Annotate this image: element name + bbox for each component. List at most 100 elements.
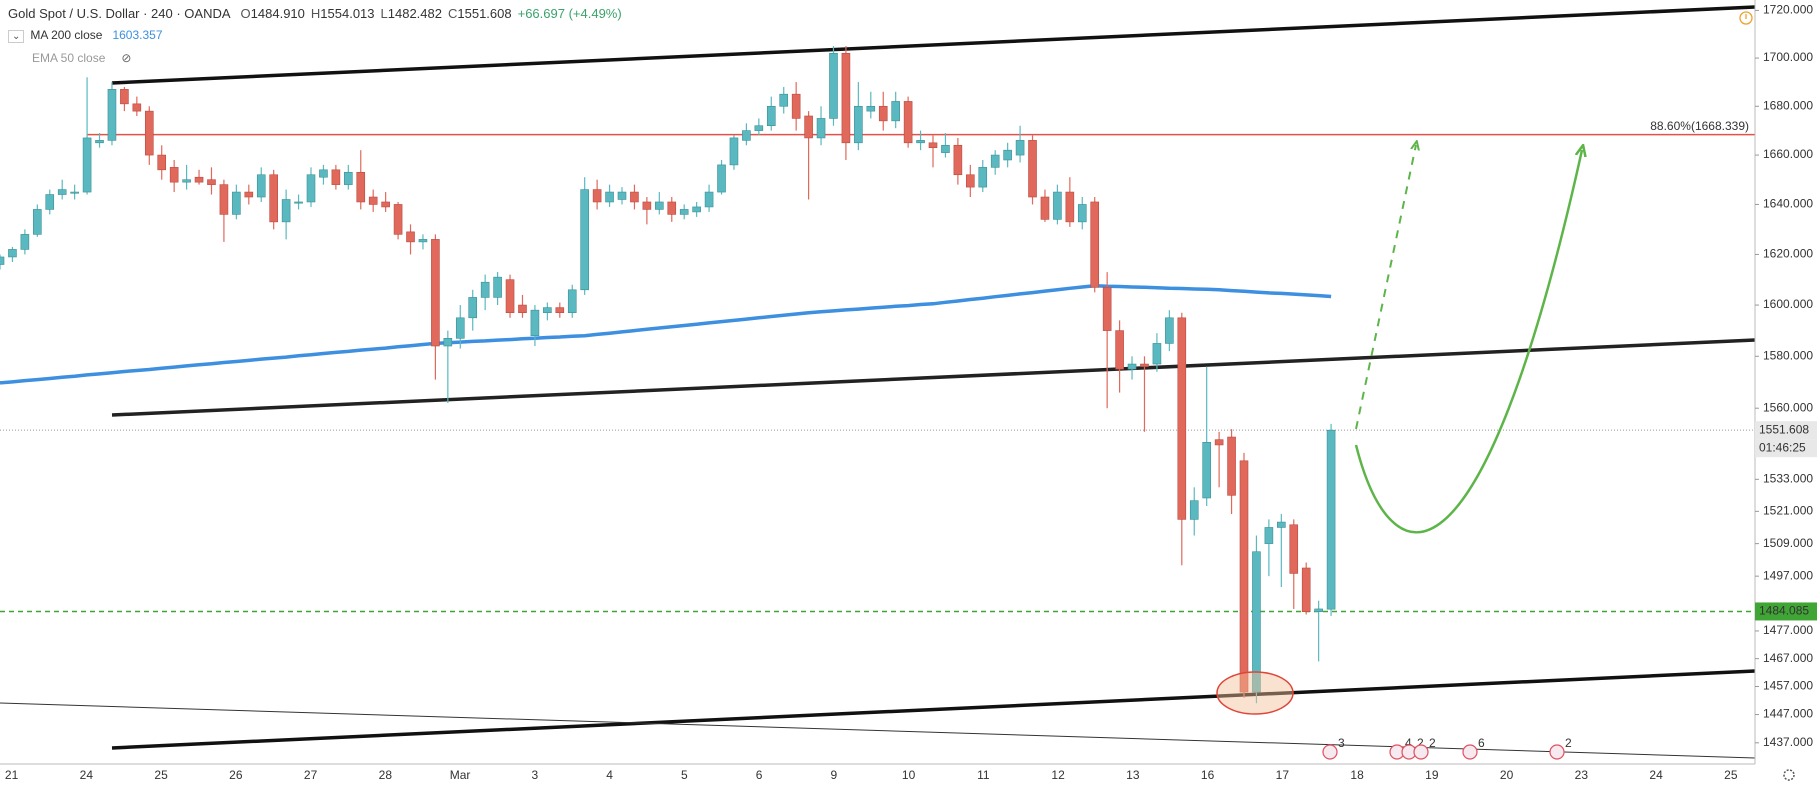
y-tick-label: 1447.000	[1763, 707, 1813, 721]
event-marker[interactable]	[1549, 744, 1565, 760]
y-tick-label: 1533.000	[1763, 472, 1813, 486]
candle-body	[256, 174, 266, 198]
candle-body	[95, 140, 104, 144]
candle-body	[592, 189, 602, 203]
settings-icon[interactable]	[1783, 769, 1795, 781]
candle-body	[244, 191, 254, 198]
candle-body	[966, 174, 975, 188]
candle-body	[406, 231, 415, 243]
candle-body	[232, 191, 241, 215]
indicator-name: MA 200 close	[30, 28, 103, 42]
candle-body	[1115, 330, 1124, 370]
candle-body	[742, 130, 751, 141]
candle-body	[344, 171, 353, 185]
x-tick-label: 18	[1350, 768, 1364, 782]
x-tick-label: 27	[304, 768, 318, 782]
candle-body	[33, 209, 42, 235]
candle-body	[866, 105, 876, 112]
candle-body	[443, 337, 453, 347]
trend-line	[111, 5, 1755, 85]
x-tick-label: 16	[1201, 768, 1215, 782]
candle-body	[642, 201, 652, 210]
candle-body	[1165, 317, 1174, 344]
candle-body	[841, 52, 851, 144]
x-tick-label: 20	[1500, 768, 1514, 782]
candle-body	[804, 115, 813, 139]
candle-body	[219, 184, 229, 215]
candle-body	[878, 105, 888, 122]
countdown-label: 01:46:25	[1759, 440, 1806, 454]
y-tick-label: 1660.000	[1763, 147, 1813, 161]
candle-body	[1065, 191, 1075, 223]
candle-body	[717, 164, 726, 193]
candle-body	[207, 179, 216, 185]
x-tick-label: 5	[681, 768, 688, 782]
candle-body	[1102, 286, 1112, 331]
candle-body	[1252, 551, 1261, 693]
y-tick-label: 1640.000	[1763, 197, 1813, 211]
candle-body	[953, 144, 963, 176]
plot-area: 88.60%(1668.339)	[0, 5, 1755, 759]
event-marker[interactable]	[1322, 744, 1338, 760]
candle-body	[269, 174, 278, 223]
candle-body	[655, 201, 664, 210]
candle-body	[368, 196, 378, 205]
x-tick-label: 19	[1425, 768, 1439, 782]
ohlc-value: 1554.013	[320, 6, 375, 21]
candle-body	[816, 118, 826, 139]
hidden-eye-icon[interactable]: ⊘	[121, 51, 132, 65]
candle-body	[555, 307, 565, 314]
candle-body	[45, 194, 55, 210]
candle-body	[1214, 439, 1224, 446]
y-tick-label: 1457.000	[1763, 679, 1813, 693]
event-marker[interactable]	[1462, 744, 1478, 760]
candle-body	[667, 201, 677, 215]
x-tick-label: 26	[229, 768, 243, 782]
y-tick-label: 1720.000	[1763, 3, 1813, 17]
x-tick-label: 25	[1724, 768, 1738, 782]
x-tick-label: 11	[977, 768, 990, 782]
candle-body	[766, 105, 776, 127]
candle-body	[829, 52, 838, 119]
candle-body	[1177, 317, 1187, 520]
candle-body	[120, 89, 129, 105]
candle-body	[1152, 343, 1162, 365]
candle-body	[157, 154, 167, 171]
candle-body	[530, 309, 540, 337]
trend-line	[0, 702, 1755, 759]
price-change: +66.697 (+4.49%)	[517, 6, 622, 21]
collapse-button[interactable]: ⌄	[8, 30, 25, 43]
y-tick-label: 1560.000	[1763, 400, 1813, 414]
event-count: 3	[1338, 736, 1345, 750]
y-tick-label: 1497.000	[1763, 568, 1813, 582]
candle-body	[791, 93, 801, 119]
candle-body	[779, 93, 789, 107]
candle-body	[692, 206, 701, 213]
last-price-box	[1755, 421, 1817, 440]
indicator-legend[interactable]: EMA 50 close ⊘	[8, 51, 131, 65]
indicator-legend[interactable]: ⌄ MA 200 close 1603.357	[8, 28, 163, 43]
candle-body	[1028, 140, 1037, 198]
candle-body	[281, 199, 291, 223]
candle-body	[82, 137, 92, 193]
x-tick-label: 23	[1575, 768, 1589, 782]
candle-body	[1015, 140, 1025, 156]
fib-level-label: 88.60%(1668.339)	[1650, 119, 1749, 133]
x-tick-label: 6	[756, 768, 763, 782]
event-marker[interactable]	[1413, 744, 1429, 760]
candle-body	[1189, 500, 1199, 520]
candle-body	[182, 179, 191, 183]
candle-body	[854, 105, 863, 144]
y-tick-label: 1521.000	[1763, 504, 1813, 518]
candle-body	[903, 101, 913, 144]
moving-average-line	[0, 283, 1332, 385]
alert-icon[interactable]	[1739, 11, 1753, 25]
ohlc-key: C	[447, 6, 458, 21]
candle-body	[144, 110, 154, 156]
y-tick-label: 1700.000	[1763, 50, 1813, 64]
candle-body	[1326, 429, 1336, 610]
symbol-title: Gold Spot / U.S. Dollar · 240 · OANDA	[8, 6, 231, 21]
trend-line	[111, 338, 1755, 417]
candle-body	[1202, 441, 1211, 499]
